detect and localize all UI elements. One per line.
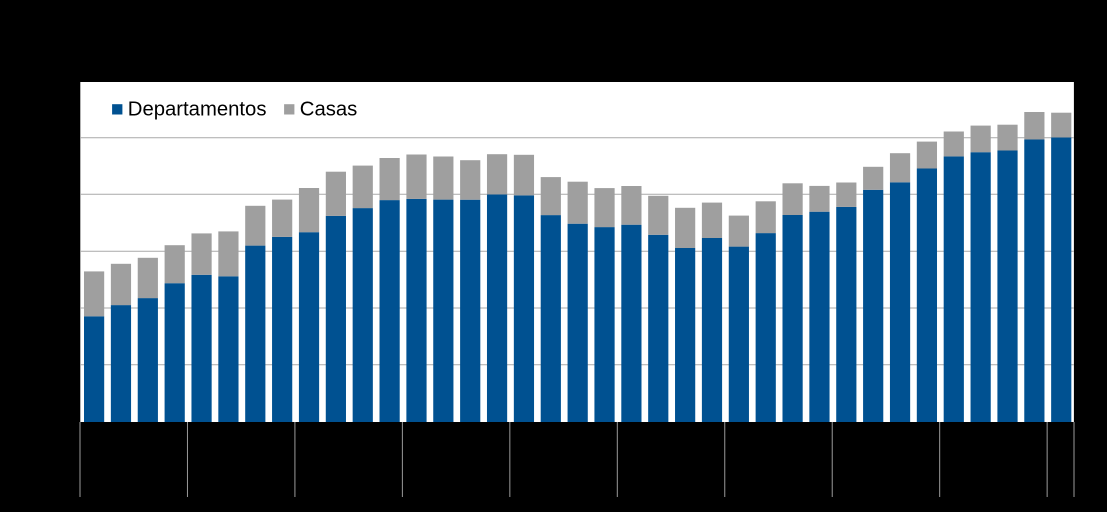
- svg-text:Departamentos: Departamentos: [128, 99, 267, 121]
- svg-text:Casas: Casas: [300, 99, 358, 121]
